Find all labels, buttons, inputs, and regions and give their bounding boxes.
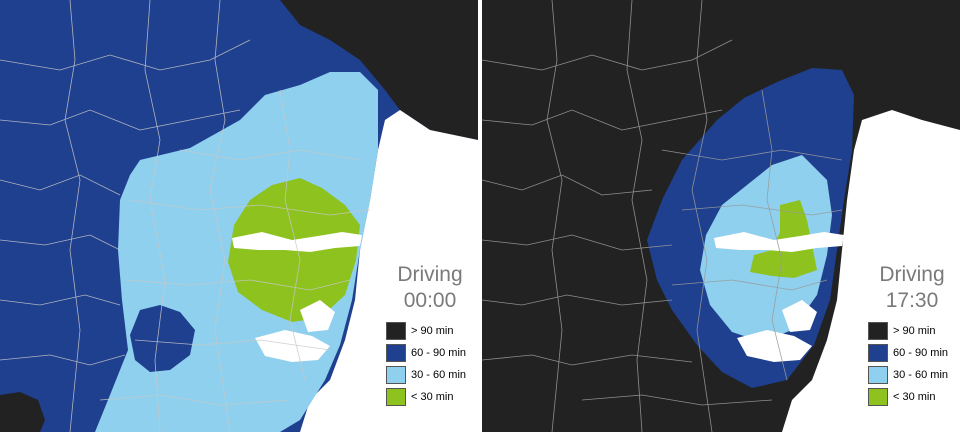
legend-midnight: Driving 00:00 > 90 min 60 - 90 min 30 - …	[384, 262, 476, 408]
ocean	[300, 110, 478, 432]
harbour	[232, 232, 362, 252]
legend-swatch	[868, 343, 888, 362]
legend-swatch	[868, 321, 888, 340]
legend-label: < 30 min	[411, 390, 454, 403]
legend-label: 30 - 60 min	[411, 368, 467, 381]
map-panel-midnight: Driving 00:00 > 90 min 60 - 90 min 30 - …	[0, 0, 478, 432]
legend-item-over-90: > 90 min	[866, 320, 958, 341]
legend-item-over-90: > 90 min	[384, 320, 476, 341]
legend-swatch	[386, 387, 406, 406]
suburb-boundaries	[482, 0, 843, 432]
legend-label: > 90 min	[411, 324, 454, 337]
legend-evening: Driving 17:30 > 90 min 60 - 90 min 30 - …	[866, 262, 958, 408]
legend-label: > 90 min	[893, 324, 936, 337]
legend-time: 17:30	[885, 289, 939, 312]
legend-label: 60 - 90 min	[411, 346, 467, 359]
legend-label: 30 - 60 min	[893, 368, 949, 381]
legend-swatch	[386, 343, 406, 362]
legend-label: < 30 min	[893, 390, 936, 403]
botany-bay	[255, 330, 330, 362]
legend-swatch	[868, 365, 888, 384]
legend-label: 60 - 90 min	[893, 346, 949, 359]
ocean	[782, 110, 960, 432]
legend-item-under-30: < 30 min	[384, 386, 476, 407]
map-panel-evening: Driving 17:30 > 90 min 60 - 90 min 30 - …	[482, 0, 960, 432]
legend-swatch	[868, 387, 888, 406]
southern-estuary	[300, 300, 335, 332]
southern-estuary	[782, 300, 817, 332]
legend-title: Driving	[879, 263, 945, 286]
legend-item-30-60: 30 - 60 min	[384, 364, 476, 385]
region-over-90-southwest	[0, 392, 45, 432]
legend-swatch	[386, 365, 406, 384]
legend-time: 00:00	[403, 289, 457, 312]
legend-item-under-30: < 30 min	[866, 386, 958, 407]
region-over-90-north	[280, 0, 478, 140]
legend-item-30-60: 30 - 60 min	[866, 364, 958, 385]
legend-swatch	[386, 321, 406, 340]
harbour	[714, 232, 844, 252]
legend-item-60-90: 60 - 90 min	[384, 342, 476, 363]
legend-item-60-90: 60 - 90 min	[866, 342, 958, 363]
driving-time-map-midnight	[0, 0, 478, 432]
legend-title: Driving	[397, 263, 463, 286]
region-60-90-south-pocket	[130, 305, 195, 372]
suburb-boundaries	[0, 0, 371, 432]
botany-bay	[737, 330, 812, 362]
